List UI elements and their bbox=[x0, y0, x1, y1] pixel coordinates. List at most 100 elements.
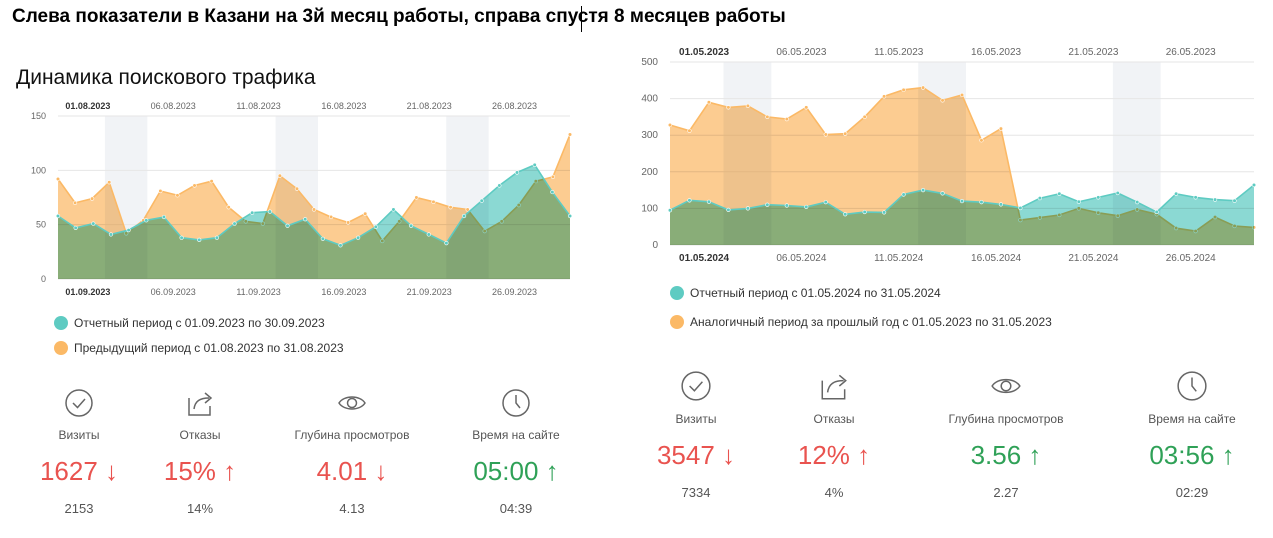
right-metric-bounces: Отказы 12% ↑ 4% bbox=[769, 370, 899, 500]
series-point-1 bbox=[192, 183, 197, 188]
series-point-0 bbox=[338, 243, 343, 248]
series-point-1 bbox=[940, 98, 945, 103]
y-tick-label: 0 bbox=[652, 240, 658, 251]
series-point-0 bbox=[197, 237, 202, 242]
series-point-0 bbox=[959, 198, 965, 204]
bottom-tick-label: 06.09.2023 bbox=[151, 287, 196, 297]
top-tick-label: 16.08.2023 bbox=[321, 101, 366, 111]
y-tick-label: 200 bbox=[641, 167, 658, 178]
series-point-1 bbox=[920, 85, 926, 90]
series-point-0 bbox=[409, 223, 414, 228]
series-point-0 bbox=[882, 210, 887, 215]
series-point-1 bbox=[414, 195, 419, 200]
series-point-1 bbox=[363, 211, 368, 216]
series-point-0 bbox=[444, 241, 449, 246]
series-point-1 bbox=[667, 122, 673, 128]
series-point-0 bbox=[667, 208, 673, 213]
metric-previous: 04:39 bbox=[499, 501, 533, 516]
series-point-0 bbox=[1096, 195, 1101, 200]
metric-label: Время на сайте bbox=[1148, 412, 1236, 426]
series-point-1 bbox=[745, 103, 750, 109]
series-point-0 bbox=[144, 218, 149, 223]
series-point-0 bbox=[1135, 200, 1140, 205]
metric-label: Визиты bbox=[58, 428, 100, 442]
share-icon bbox=[821, 374, 847, 400]
legend-dot bbox=[670, 286, 684, 300]
top-tick-label: 21.08.2023 bbox=[407, 101, 452, 111]
series-point-1 bbox=[804, 105, 809, 110]
series-point-0 bbox=[91, 221, 96, 226]
clock-icon bbox=[502, 389, 530, 417]
series-point-1 bbox=[209, 179, 214, 184]
series-point-1 bbox=[823, 132, 828, 137]
metric-previous: 4% bbox=[824, 485, 844, 500]
right-metric-time: Время на сайте 03:56 ↑ 02:29 bbox=[1127, 370, 1257, 500]
top-tick-label: 01.05.2023 bbox=[679, 47, 729, 58]
left-legend-item-previous[interactable]: Предыдущий период с 01.08.2023 по 31.08.… bbox=[54, 341, 344, 355]
metric-previous: 2153 bbox=[64, 501, 94, 516]
series-point-0 bbox=[1212, 197, 1218, 202]
metric-label: Отказы bbox=[813, 412, 855, 426]
series-point-0 bbox=[356, 235, 361, 240]
text-cursor bbox=[581, 6, 582, 32]
series-point-1 bbox=[959, 92, 965, 98]
series-area-0 bbox=[670, 185, 1254, 245]
metric-previous: 02:29 bbox=[1175, 485, 1209, 500]
series-point-0 bbox=[920, 188, 926, 193]
right-legend-item-previous[interactable]: Аналогичный период за прошлый год с 01.0… bbox=[670, 315, 1052, 329]
left-legend-item-current[interactable]: Отчетный период с 01.09.2023 по 30.09.20… bbox=[54, 316, 325, 330]
metric-value: 12% ↑ bbox=[797, 440, 871, 470]
metric-value: 3547 ↓ bbox=[656, 440, 736, 470]
series-point-0 bbox=[745, 206, 750, 211]
legend-label: Аналогичный период за прошлый год с 01.0… bbox=[690, 315, 1052, 329]
left-traffic-chart: 150 100 50 0 01.08.2023 06.08.2023 11.08.2023 1… bbox=[31, 101, 573, 297]
series-point-0 bbox=[940, 191, 945, 196]
clock-icon bbox=[1177, 371, 1207, 401]
series-point-1 bbox=[448, 205, 453, 210]
metric-previous: 14% bbox=[186, 501, 214, 516]
bottom-tick-label: 01.09.2023 bbox=[65, 287, 110, 297]
metric-label: Отказы bbox=[179, 428, 221, 442]
series-point-0 bbox=[267, 209, 272, 214]
series-point-0 bbox=[687, 198, 692, 203]
series-point-1 bbox=[55, 176, 61, 182]
metric-value: 3.56 ↑ bbox=[970, 440, 1042, 470]
series-point-1 bbox=[901, 87, 906, 92]
series-point-1 bbox=[311, 207, 317, 212]
legend-dot bbox=[670, 315, 684, 329]
top-tick-label: 26.05.2023 bbox=[1166, 47, 1216, 58]
series-point-1 bbox=[328, 214, 334, 220]
eye-icon bbox=[991, 378, 1021, 394]
bottom-tick-label: 06.05.2024 bbox=[776, 253, 826, 264]
series-point-1 bbox=[90, 196, 95, 201]
series-point-0 bbox=[784, 203, 789, 208]
series-point-0 bbox=[1232, 198, 1237, 203]
series-point-1 bbox=[726, 105, 731, 110]
legend-label: Предыдущий период с 01.08.2023 по 31.08.… bbox=[74, 341, 344, 355]
series-point-0 bbox=[804, 204, 809, 210]
right-metric-depth: Глубина просмотров 3.56 ↑ 2.27 bbox=[941, 370, 1071, 500]
metric-label: Глубина просмотров bbox=[294, 428, 410, 442]
series-point-0 bbox=[1193, 195, 1198, 200]
bottom-tick-label: 16.05.2024 bbox=[971, 253, 1021, 264]
series-point-0 bbox=[532, 162, 537, 167]
metric-value: 1627 ↓ bbox=[39, 456, 119, 486]
series-point-0 bbox=[979, 200, 984, 205]
series-point-0 bbox=[1057, 191, 1062, 196]
series-point-0 bbox=[161, 214, 167, 220]
right-metric-visits: Визиты 3547 ↓ 7334 bbox=[631, 370, 761, 500]
top-tick-label: 06.05.2023 bbox=[776, 47, 826, 58]
series-point-0 bbox=[823, 200, 828, 205]
top-tick-label: 16.05.2023 bbox=[971, 47, 1021, 58]
bottom-tick-label: 26.09.2023 bbox=[492, 287, 537, 297]
right-legend-item-current[interactable]: Отчетный период с 01.05.2024 по 31.05.20… bbox=[670, 286, 941, 300]
series-line-0 bbox=[57, 163, 571, 247]
top-tick-label: 01.08.2023 bbox=[65, 101, 110, 111]
left-metric-visits: Визиты 1627 ↓ 2153 bbox=[14, 388, 144, 516]
metric-label: Время на сайте bbox=[472, 428, 560, 442]
legend-dot bbox=[54, 341, 68, 355]
series-area-0 bbox=[58, 164, 570, 279]
series-point-0 bbox=[998, 202, 1004, 207]
series-point-0 bbox=[250, 210, 255, 215]
bottom-tick-label: 11.05.2024 bbox=[874, 253, 924, 264]
